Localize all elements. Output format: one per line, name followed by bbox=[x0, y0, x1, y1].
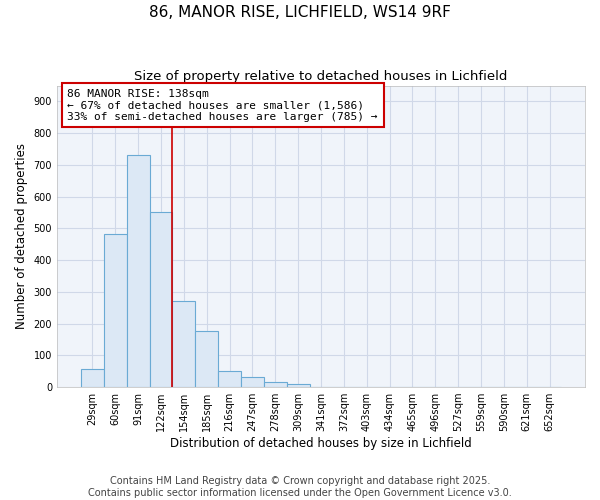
Bar bbox=[127, 156, 149, 387]
Bar bbox=[241, 376, 264, 387]
Bar bbox=[104, 234, 127, 387]
Bar bbox=[195, 331, 218, 387]
Bar bbox=[218, 371, 241, 387]
Text: Contains HM Land Registry data © Crown copyright and database right 2025.
Contai: Contains HM Land Registry data © Crown c… bbox=[88, 476, 512, 498]
Y-axis label: Number of detached properties: Number of detached properties bbox=[15, 144, 28, 330]
Bar bbox=[149, 212, 172, 387]
Bar bbox=[287, 384, 310, 387]
Bar bbox=[81, 369, 104, 387]
Text: 86, MANOR RISE, LICHFIELD, WS14 9RF: 86, MANOR RISE, LICHFIELD, WS14 9RF bbox=[149, 5, 451, 20]
Title: Size of property relative to detached houses in Lichfield: Size of property relative to detached ho… bbox=[134, 70, 508, 83]
Text: 86 MANOR RISE: 138sqm
← 67% of detached houses are smaller (1,586)
33% of semi-d: 86 MANOR RISE: 138sqm ← 67% of detached … bbox=[67, 88, 378, 122]
Bar bbox=[172, 302, 195, 387]
X-axis label: Distribution of detached houses by size in Lichfield: Distribution of detached houses by size … bbox=[170, 437, 472, 450]
Bar bbox=[264, 382, 287, 387]
